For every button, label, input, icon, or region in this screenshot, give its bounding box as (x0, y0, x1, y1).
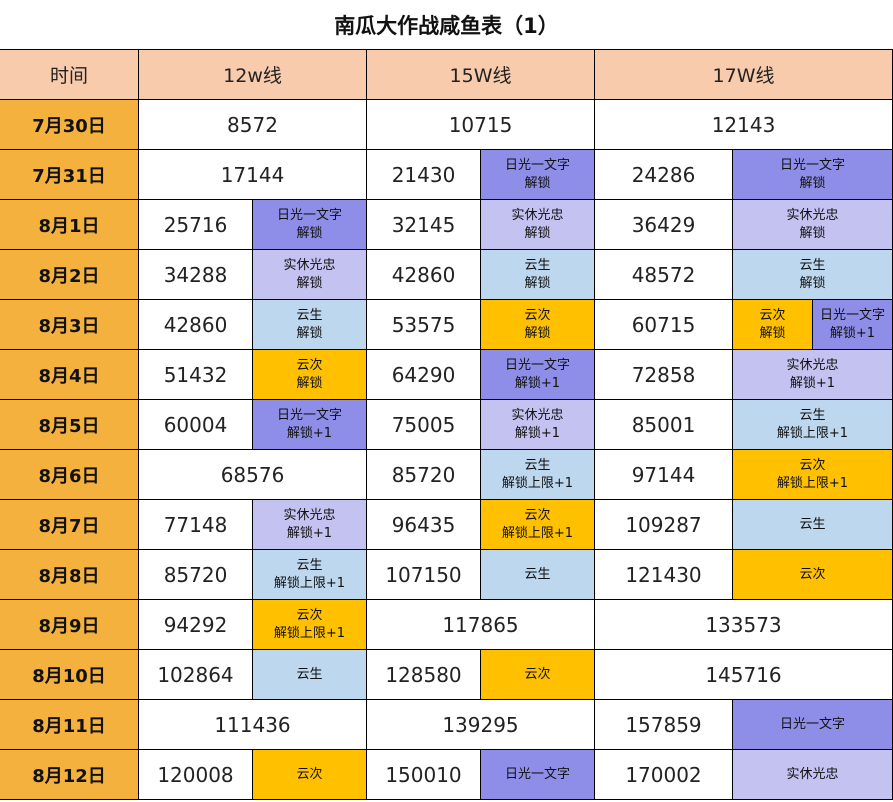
value-cell: 120008 (139, 750, 253, 800)
value-cell: 75005 (367, 400, 481, 450)
value-cell: 64290 (367, 350, 481, 400)
value-cell: 145716 (595, 650, 893, 700)
date-cell: 7月31日 (0, 150, 139, 200)
value-cell: 42860 (139, 300, 253, 350)
header-cell: 15W线 (367, 50, 595, 100)
unlock-tag: 云生 解锁上限+1 (253, 550, 367, 600)
unlock-tag: 日光一文字 解锁 (253, 200, 367, 250)
value-cell: 121430 (595, 550, 733, 600)
date-cell: 8月3日 (0, 300, 139, 350)
unlock-tag: 云生 解锁上限+1 (733, 400, 893, 450)
value-cell: 60715 (595, 300, 733, 350)
value-cell: 24286 (595, 150, 733, 200)
unlock-tag: 云次 解锁上限+1 (253, 600, 367, 650)
unlock-tag: 云次 解锁 (253, 350, 367, 400)
value-cell: 25716 (139, 200, 253, 250)
unlock-tag: 实休光忠 解锁 (481, 200, 595, 250)
unlock-tag: 日光一文字 解锁+1 (481, 350, 595, 400)
value-cell: 85720 (367, 450, 481, 500)
unlock-tag: 日光一文字 (733, 700, 893, 750)
value-cell: 128580 (367, 650, 481, 700)
value-cell: 8572 (139, 100, 367, 150)
unlock-tag: 实休光忠 解锁+1 (733, 350, 893, 400)
value-cell: 94292 (139, 600, 253, 650)
value-cell: 97144 (595, 450, 733, 500)
header-cell: 17W线 (595, 50, 893, 100)
unlock-tag: 日光一文字 解锁 (481, 150, 595, 200)
value-cell: 85720 (139, 550, 253, 600)
unlock-tag: 云生 解锁 (481, 250, 595, 300)
value-cell: 157859 (595, 700, 733, 750)
unlock-tag: 云次 (733, 550, 893, 600)
unlock-tag: 云次 解锁 (733, 300, 813, 350)
date-cell: 8月8日 (0, 550, 139, 600)
date-cell: 8月5日 (0, 400, 139, 450)
date-cell: 8月2日 (0, 250, 139, 300)
value-cell: 111436 (139, 700, 367, 750)
value-cell: 109287 (595, 500, 733, 550)
date-cell: 8月11日 (0, 700, 139, 750)
value-cell: 12143 (595, 100, 893, 150)
date-cell: 8月1日 (0, 200, 139, 250)
value-cell: 17144 (139, 150, 367, 200)
unlock-tag: 云次 解锁上限+1 (481, 500, 595, 550)
value-cell: 48572 (595, 250, 733, 300)
value-cell: 42860 (367, 250, 481, 300)
unlock-tag: 日光一文字 (481, 750, 595, 800)
value-cell: 107150 (367, 550, 481, 600)
unlock-tag: 实休光忠 解锁 (253, 250, 367, 300)
date-cell: 8月12日 (0, 750, 139, 800)
unlock-tag: 实休光忠 (733, 750, 893, 800)
value-cell: 102864 (139, 650, 253, 700)
sheet-title: 南瓜大作战咸鱼表（1） (0, 0, 893, 50)
value-cell: 68576 (139, 450, 367, 500)
date-cell: 8月10日 (0, 650, 139, 700)
value-cell: 77148 (139, 500, 253, 550)
date-cell: 7月30日 (0, 100, 139, 150)
unlock-tag: 实休光忠 解锁+1 (253, 500, 367, 550)
unlock-tag: 云生 (253, 650, 367, 700)
value-cell: 133573 (595, 600, 893, 650)
value-cell: 117865 (367, 600, 595, 650)
value-cell: 21430 (367, 150, 481, 200)
value-cell: 170002 (595, 750, 733, 800)
unlock-tag: 云生 解锁 (253, 300, 367, 350)
unlock-tag: 实休光忠 解锁 (733, 200, 893, 250)
header-cell: 时间 (0, 50, 139, 100)
value-cell: 53575 (367, 300, 481, 350)
value-cell: 32145 (367, 200, 481, 250)
value-cell: 85001 (595, 400, 733, 450)
value-cell: 10715 (367, 100, 595, 150)
unlock-tag: 实休光忠 解锁+1 (481, 400, 595, 450)
date-cell: 8月4日 (0, 350, 139, 400)
value-cell: 150010 (367, 750, 481, 800)
unlock-tag: 日光一文字 解锁+1 (813, 300, 893, 350)
value-cell: 96435 (367, 500, 481, 550)
date-cell: 8月6日 (0, 450, 139, 500)
unlock-tag: 日光一文字 解锁 (733, 150, 893, 200)
value-cell: 72858 (595, 350, 733, 400)
unlock-tag: 云次 解锁上限+1 (733, 450, 893, 500)
unlock-tag: 云生 (481, 550, 595, 600)
unlock-tag: 云生 (733, 500, 893, 550)
unlock-tag: 云生 解锁 (733, 250, 893, 300)
value-cell: 36429 (595, 200, 733, 250)
unlock-tag: 云次 (481, 650, 595, 700)
value-cell: 60004 (139, 400, 253, 450)
date-cell: 8月9日 (0, 600, 139, 650)
unlock-tag: 云次 (253, 750, 367, 800)
value-cell: 34288 (139, 250, 253, 300)
unlock-tag: 日光一文字 解锁+1 (253, 400, 367, 450)
value-cell: 51432 (139, 350, 253, 400)
header-cell: 12w线 (139, 50, 367, 100)
unlock-tag: 云生 解锁上限+1 (481, 450, 595, 500)
value-cell: 139295 (367, 700, 595, 750)
unlock-tag: 云次 解锁 (481, 300, 595, 350)
date-cell: 8月7日 (0, 500, 139, 550)
